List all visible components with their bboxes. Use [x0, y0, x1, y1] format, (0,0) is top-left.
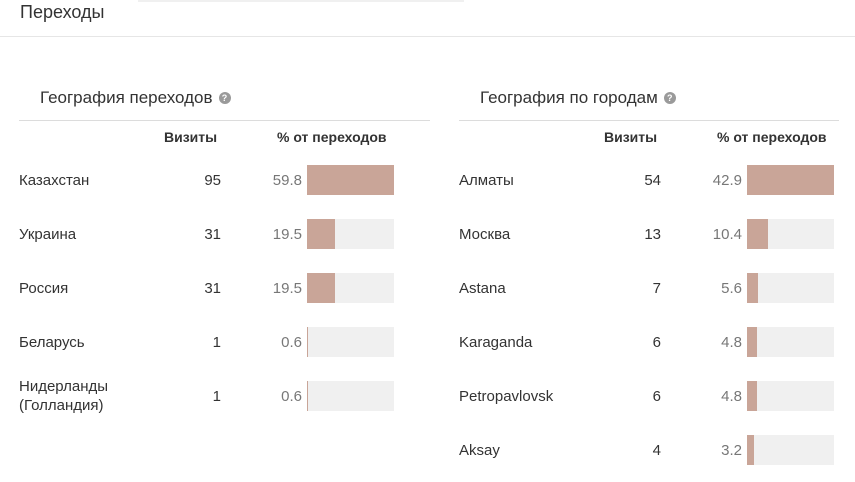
pct-bar-track [747, 273, 834, 303]
pct-bar-fill [747, 381, 757, 411]
col-visits-header: Визиты [604, 129, 658, 145]
pct-bar-fill [307, 273, 335, 303]
pct-bar-fill [307, 165, 394, 195]
row-pct: 4.8 [721, 333, 742, 351]
row-name: Москва [459, 225, 511, 243]
panel-title: География переходов [40, 88, 213, 107]
row-pct: 19.5 [272, 279, 302, 297]
table-row: Нидерланды (Голландия) 1 0.6 [19, 369, 430, 423]
row-visits: 7 [652, 279, 661, 297]
pct-bar-track [307, 165, 394, 195]
row-name: Алматы [459, 171, 514, 189]
row-name: Astana [459, 279, 506, 297]
row-pct: 0.6 [281, 387, 302, 405]
table-row: Россия 31 19.5 [19, 261, 430, 315]
row-name: Karaganda [459, 333, 533, 351]
geo-countries-panel: География переходов ? Визиты % от перехо… [19, 80, 430, 423]
pct-bar-track [747, 219, 834, 249]
row-name: Украина [19, 225, 77, 243]
row-name: Казахстан [19, 171, 90, 189]
geo-cities-panel: География по городам ? Визиты % от перех… [459, 80, 839, 477]
page-header: Переходы [0, 0, 855, 37]
row-name: Россия [19, 279, 69, 297]
row-pct: 4.8 [721, 387, 742, 405]
cities-list: Алматы 54 42.9 Москва 13 10.4 Astana 7 5.6 Karaga… [459, 153, 839, 477]
row-pct: 5.6 [721, 279, 742, 297]
row-name: Petropavlovsk [459, 387, 554, 405]
row-pct: 19.5 [272, 225, 302, 243]
pct-bar-track [747, 165, 834, 195]
row-pct: 3.2 [721, 441, 742, 459]
pct-bar-track [747, 327, 834, 357]
row-visits: 1 [212, 387, 221, 405]
row-pct: 42.9 [712, 171, 742, 189]
header-divider [138, 0, 464, 2]
row-visits: 31 [204, 225, 221, 243]
table-row: Алматы 54 42.9 [459, 153, 839, 207]
pct-bar-track [307, 219, 394, 249]
row-name: Беларусь [19, 333, 85, 351]
row-pct: 0.6 [281, 333, 302, 351]
column-headers: Визиты % от переходов [19, 121, 430, 153]
row-pct: 59.8 [272, 171, 302, 189]
row-pct: 10.4 [712, 225, 742, 243]
pct-bar-fill [747, 165, 834, 195]
pct-bar-track [747, 381, 834, 411]
row-visits: 13 [644, 225, 661, 243]
column-headers: Визиты % от переходов [459, 121, 839, 153]
row-visits: 95 [204, 171, 221, 189]
countries-list: Казахстан 95 59.8 Украина 31 19.5 Россия 31 19.5… [19, 153, 430, 423]
table-row: Казахстан 95 59.8 [19, 153, 430, 207]
col-pct-header: % от переходов [717, 129, 827, 145]
col-pct-header: % от переходов [277, 129, 387, 145]
row-visits: 6 [652, 387, 661, 405]
pct-bar-track [747, 435, 834, 465]
pct-bar-fill [747, 327, 757, 357]
panel-header: География переходов ? [19, 80, 430, 121]
table-row: Karaganda 6 4.8 [459, 315, 839, 369]
row-name: Нидерланды (Голландия) [19, 378, 109, 414]
table-row: Petropavlovsk 6 4.8 [459, 369, 839, 423]
row-name: Aksay [459, 441, 500, 459]
table-row: Aksay 4 3.2 [459, 423, 839, 477]
table-row: Москва 13 10.4 [459, 207, 839, 261]
table-row: Astana 7 5.6 [459, 261, 839, 315]
row-visits: 4 [652, 441, 661, 459]
pct-bar-track [307, 327, 394, 357]
pct-bar-track [307, 273, 394, 303]
pct-bar-fill [747, 273, 758, 303]
pct-bar-track [307, 381, 394, 411]
pct-bar-fill [307, 219, 335, 249]
row-visits: 31 [204, 279, 221, 297]
pct-bar-fill [747, 435, 754, 465]
help-icon[interactable]: ? [663, 92, 676, 104]
col-visits-header: Визиты [164, 129, 218, 145]
row-visits: 6 [652, 333, 661, 351]
pct-bar-fill [747, 219, 768, 249]
table-row: Украина 31 19.5 [19, 207, 430, 261]
row-visits: 54 [644, 171, 661, 189]
panel-title: География по городам [480, 88, 658, 107]
row-visits: 1 [212, 333, 221, 351]
pct-bar-fill [307, 381, 308, 411]
page-title: Переходы [20, 2, 105, 22]
pct-bar-fill [307, 327, 308, 357]
help-icon[interactable]: ? [218, 92, 231, 104]
table-row: Беларусь 1 0.6 [19, 315, 430, 369]
panel-header: География по городам ? [459, 80, 839, 121]
